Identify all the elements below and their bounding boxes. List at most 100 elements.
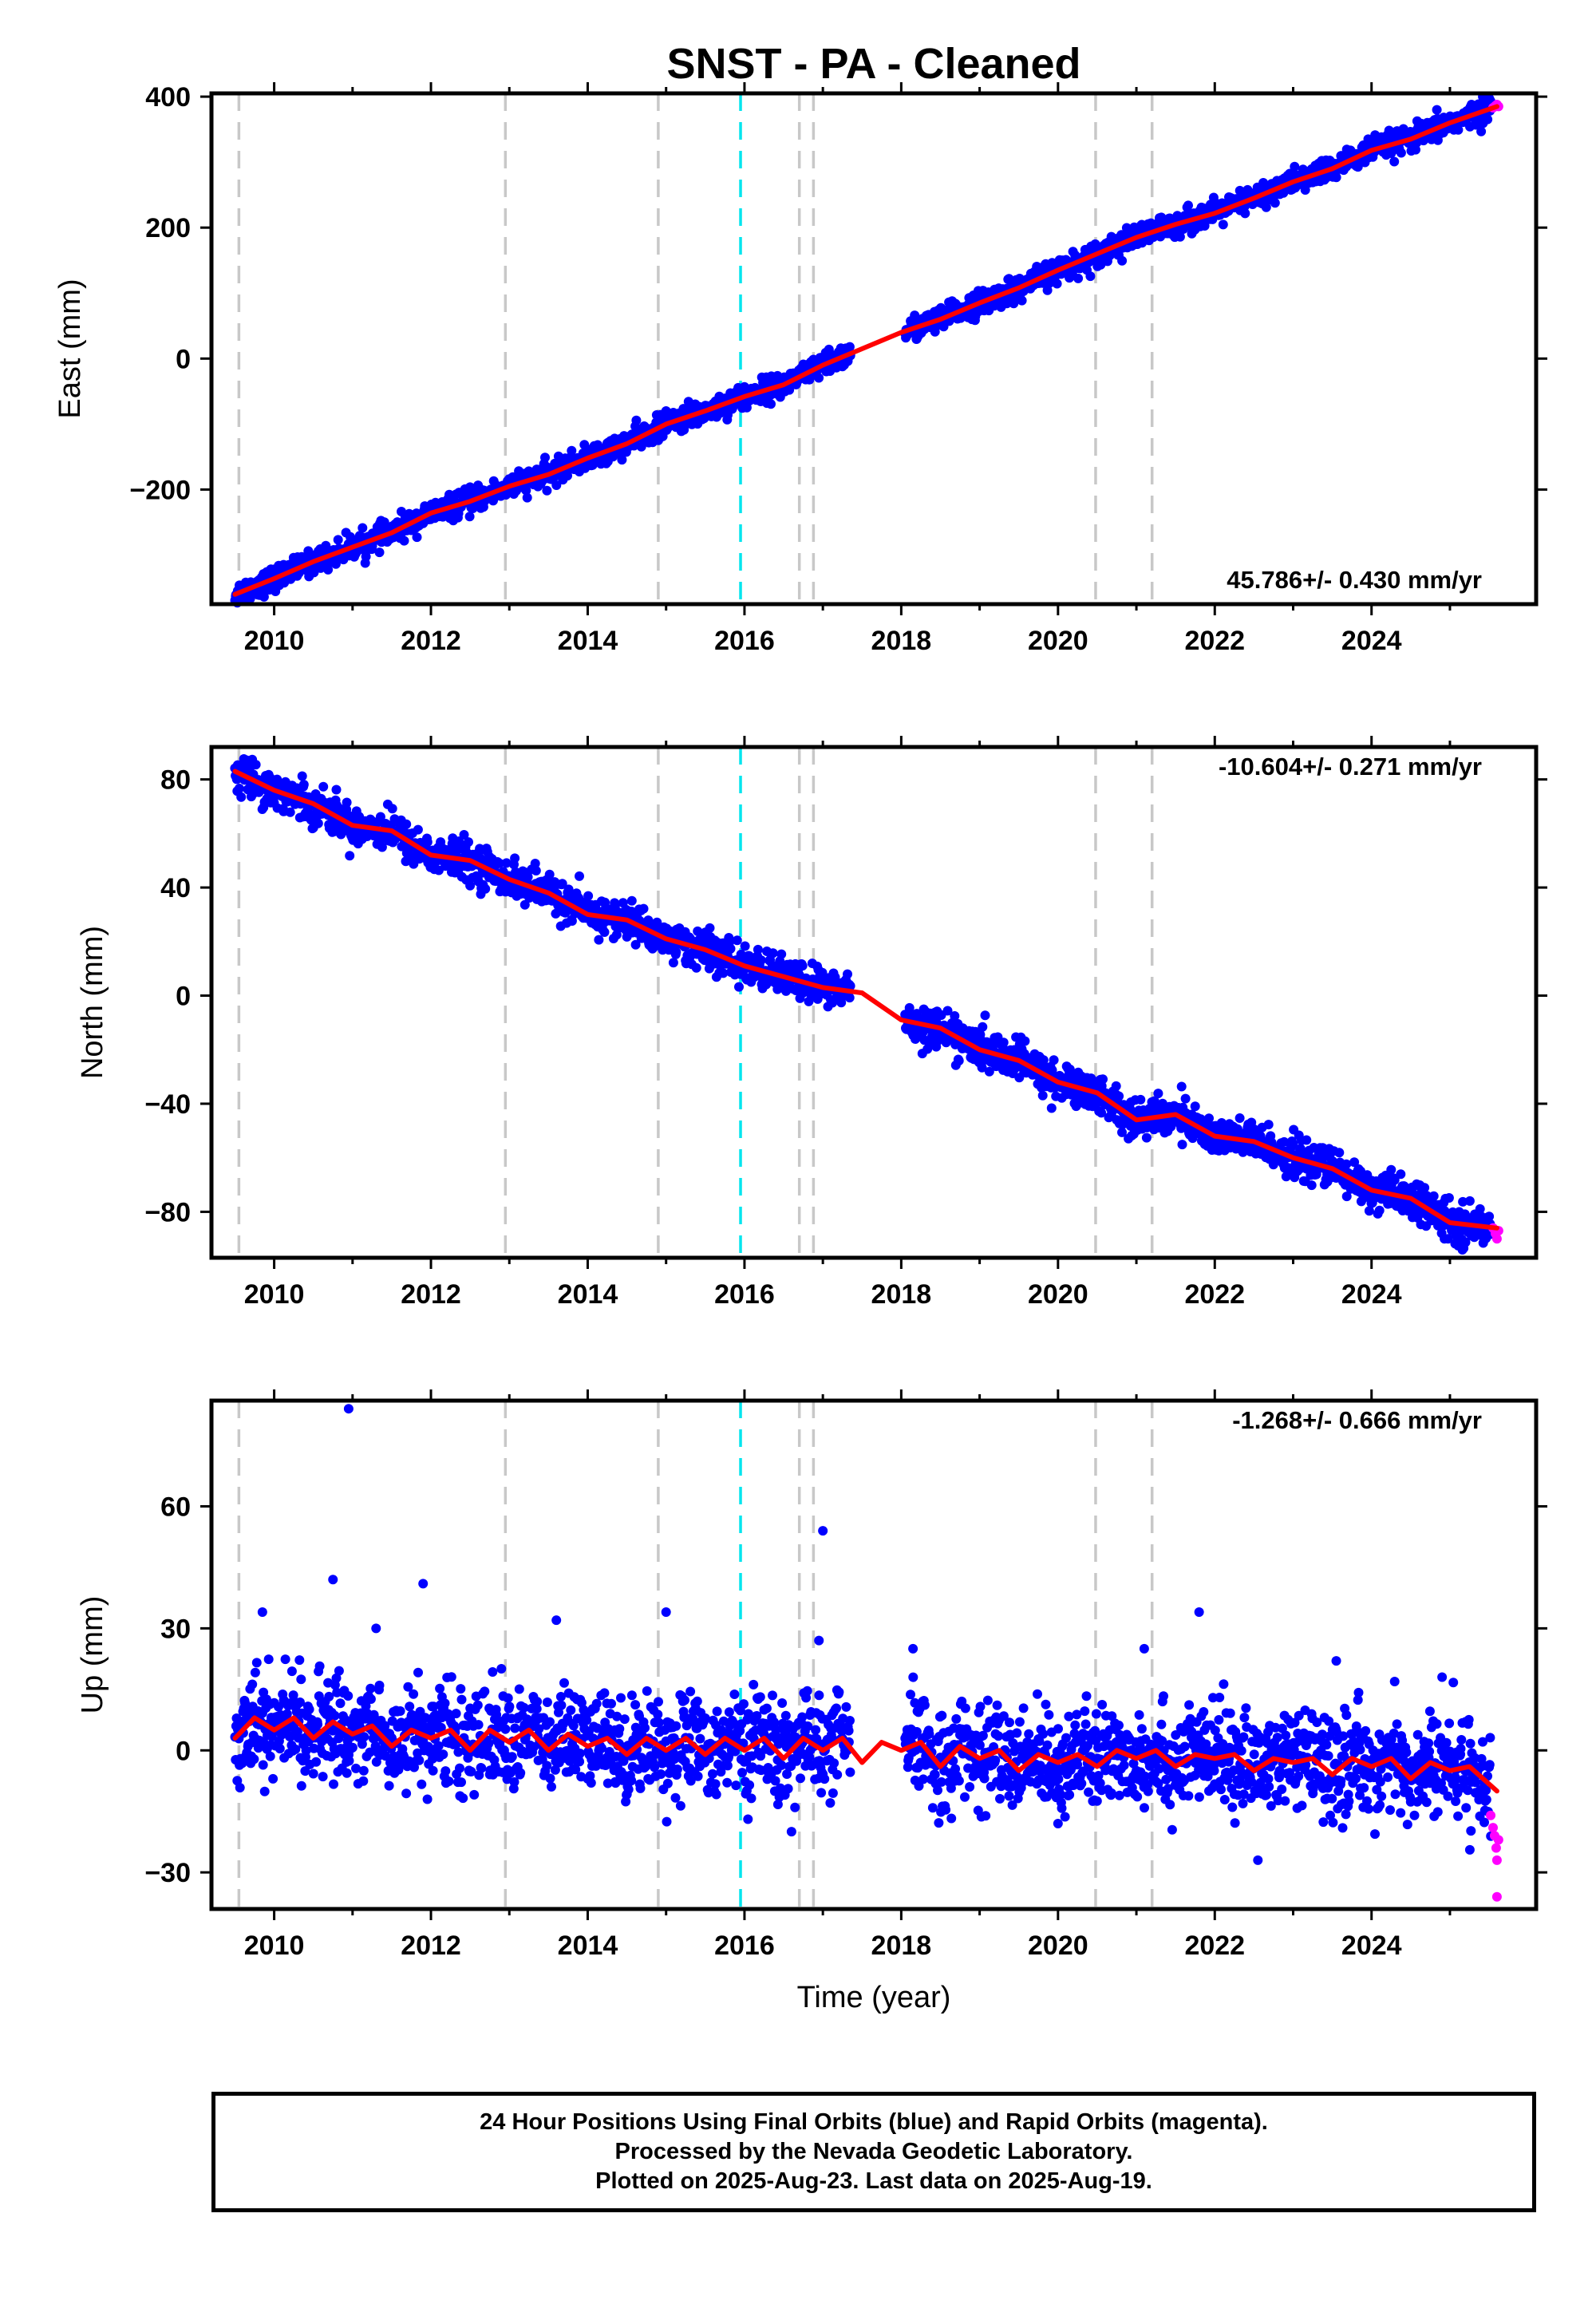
final-orbit-point	[250, 1667, 260, 1678]
final-orbit-point	[451, 1709, 461, 1719]
final-orbit-point	[480, 883, 491, 894]
final-orbit-point	[234, 784, 244, 793]
final-orbit-point	[413, 824, 423, 835]
final-orbit-point	[1049, 1055, 1059, 1065]
x-tick-label: 2024	[1341, 1279, 1402, 1310]
chart-panels: 2010 2012 2014 2016 2018 2020 2022 2024−2000200…	[53, 82, 1547, 2014]
final-orbit-point	[725, 943, 736, 954]
final-orbit-point	[540, 453, 550, 463]
final-orbit-point	[776, 949, 787, 959]
final-orbit-point	[1001, 298, 1012, 309]
final-orbit-point	[313, 1719, 323, 1729]
final-orbit-point	[384, 1780, 394, 1791]
final-orbit-point	[275, 1744, 285, 1754]
final-orbit-point	[444, 1777, 454, 1786]
final-orbit-point	[405, 1701, 415, 1712]
final-orbit-point	[343, 1691, 354, 1701]
final-orbit-point	[358, 523, 368, 533]
final-orbit-point	[954, 1056, 964, 1066]
y-tick-label: 0	[176, 982, 191, 1012]
final-orbit-point	[456, 1684, 466, 1694]
final-orbit-point	[542, 485, 552, 496]
final-orbit-point	[358, 1765, 369, 1776]
panel-north: 2010 2012 2014 2016 2018 2020 2022 2024−80−4004…	[76, 736, 1547, 1310]
final-orbit-point	[259, 591, 269, 602]
final-orbit-point	[308, 1769, 318, 1779]
final-orbit-point	[691, 962, 701, 973]
fit-line	[232, 104, 1499, 597]
y-tick-label: 40	[160, 873, 191, 903]
final-orbit-point	[844, 993, 855, 1003]
final-orbit-point	[1384, 125, 1394, 136]
final-orbit-point	[843, 969, 852, 979]
final-orbit-point	[440, 1766, 451, 1777]
final-orbit-point	[1218, 219, 1228, 230]
final-orbit-point	[732, 935, 742, 946]
final-orbit-point	[1453, 124, 1464, 135]
final-orbit-point	[594, 935, 604, 945]
rapid-orbit-point	[1491, 1234, 1502, 1244]
final-orbit-point	[1042, 285, 1053, 295]
y-tick-label: −200	[129, 475, 191, 505]
final-orbit-point	[1261, 202, 1271, 212]
final-orbit-point	[469, 1789, 480, 1800]
final-orbit-point	[455, 1763, 464, 1773]
final-orbit-point	[365, 1683, 376, 1694]
final-orbit-point	[1175, 231, 1185, 242]
final-orbit-point	[1396, 1169, 1406, 1180]
x-tick-label: 2014	[558, 626, 618, 656]
final-orbit-point	[1464, 1196, 1475, 1206]
final-orbit-point	[347, 1742, 358, 1753]
final-orbit-point	[413, 1667, 423, 1678]
final-orbit-point	[668, 958, 678, 968]
final-orbit-point	[1483, 114, 1493, 124]
final-orbit-point	[1389, 156, 1400, 167]
final-orbit-point	[294, 1655, 305, 1666]
final-orbit-point	[531, 866, 541, 875]
final-orbit-point	[251, 760, 261, 770]
final-orbit-point	[510, 853, 520, 864]
final-orbit-point	[638, 903, 649, 914]
final-orbit-point	[1476, 126, 1487, 136]
final-orbit-point	[422, 837, 433, 848]
final-orbit-points	[230, 1404, 1496, 1865]
final-orbit-point	[1098, 1074, 1108, 1085]
final-orbit-point	[583, 891, 594, 901]
final-orbit-point	[1073, 273, 1084, 283]
final-orbit-point	[1334, 1148, 1345, 1158]
x-tick-label: 2020	[1028, 1279, 1088, 1310]
final-orbit-point	[1017, 295, 1027, 306]
final-orbit-point	[401, 819, 412, 829]
final-orbit-point	[575, 871, 584, 881]
final-orbit-point	[1141, 1132, 1152, 1143]
final-orbit-point	[330, 1710, 340, 1721]
x-tick-label: 2012	[401, 1279, 461, 1310]
x-tick-label: 2018	[871, 626, 932, 656]
final-orbit-point	[844, 342, 855, 352]
panel-east: 2010 2012 2014 2016 2018 2020 2022 2024−2000200…	[53, 82, 1547, 656]
final-orbit-point	[980, 1010, 990, 1021]
final-orbit-point	[631, 415, 642, 425]
y-tick-label: 80	[160, 765, 191, 796]
final-orbit-point	[387, 804, 397, 814]
final-orbit-point	[1136, 1094, 1146, 1105]
final-orbit-point	[1114, 1091, 1124, 1101]
final-orbit-point	[756, 955, 766, 966]
final-orbit-point	[344, 1756, 354, 1766]
y-tick-label: 400	[145, 82, 191, 113]
final-orbit-point	[1300, 185, 1310, 195]
final-orbit-point	[365, 1694, 376, 1704]
final-orbit-point	[297, 771, 307, 781]
final-orbit-point	[705, 923, 715, 933]
final-orbit-point	[1117, 255, 1128, 266]
x-tick-label: 2016	[714, 1279, 775, 1310]
final-orbit-point	[374, 1680, 385, 1690]
final-orbit-point	[422, 1794, 433, 1804]
final-orbit-point	[263, 1654, 274, 1665]
final-orbit-point	[1263, 1120, 1274, 1130]
final-orbit-point	[342, 797, 352, 808]
final-orbit-point	[1444, 1193, 1454, 1203]
final-orbit-point	[458, 1793, 468, 1804]
final-orbit-point	[1386, 1164, 1396, 1175]
